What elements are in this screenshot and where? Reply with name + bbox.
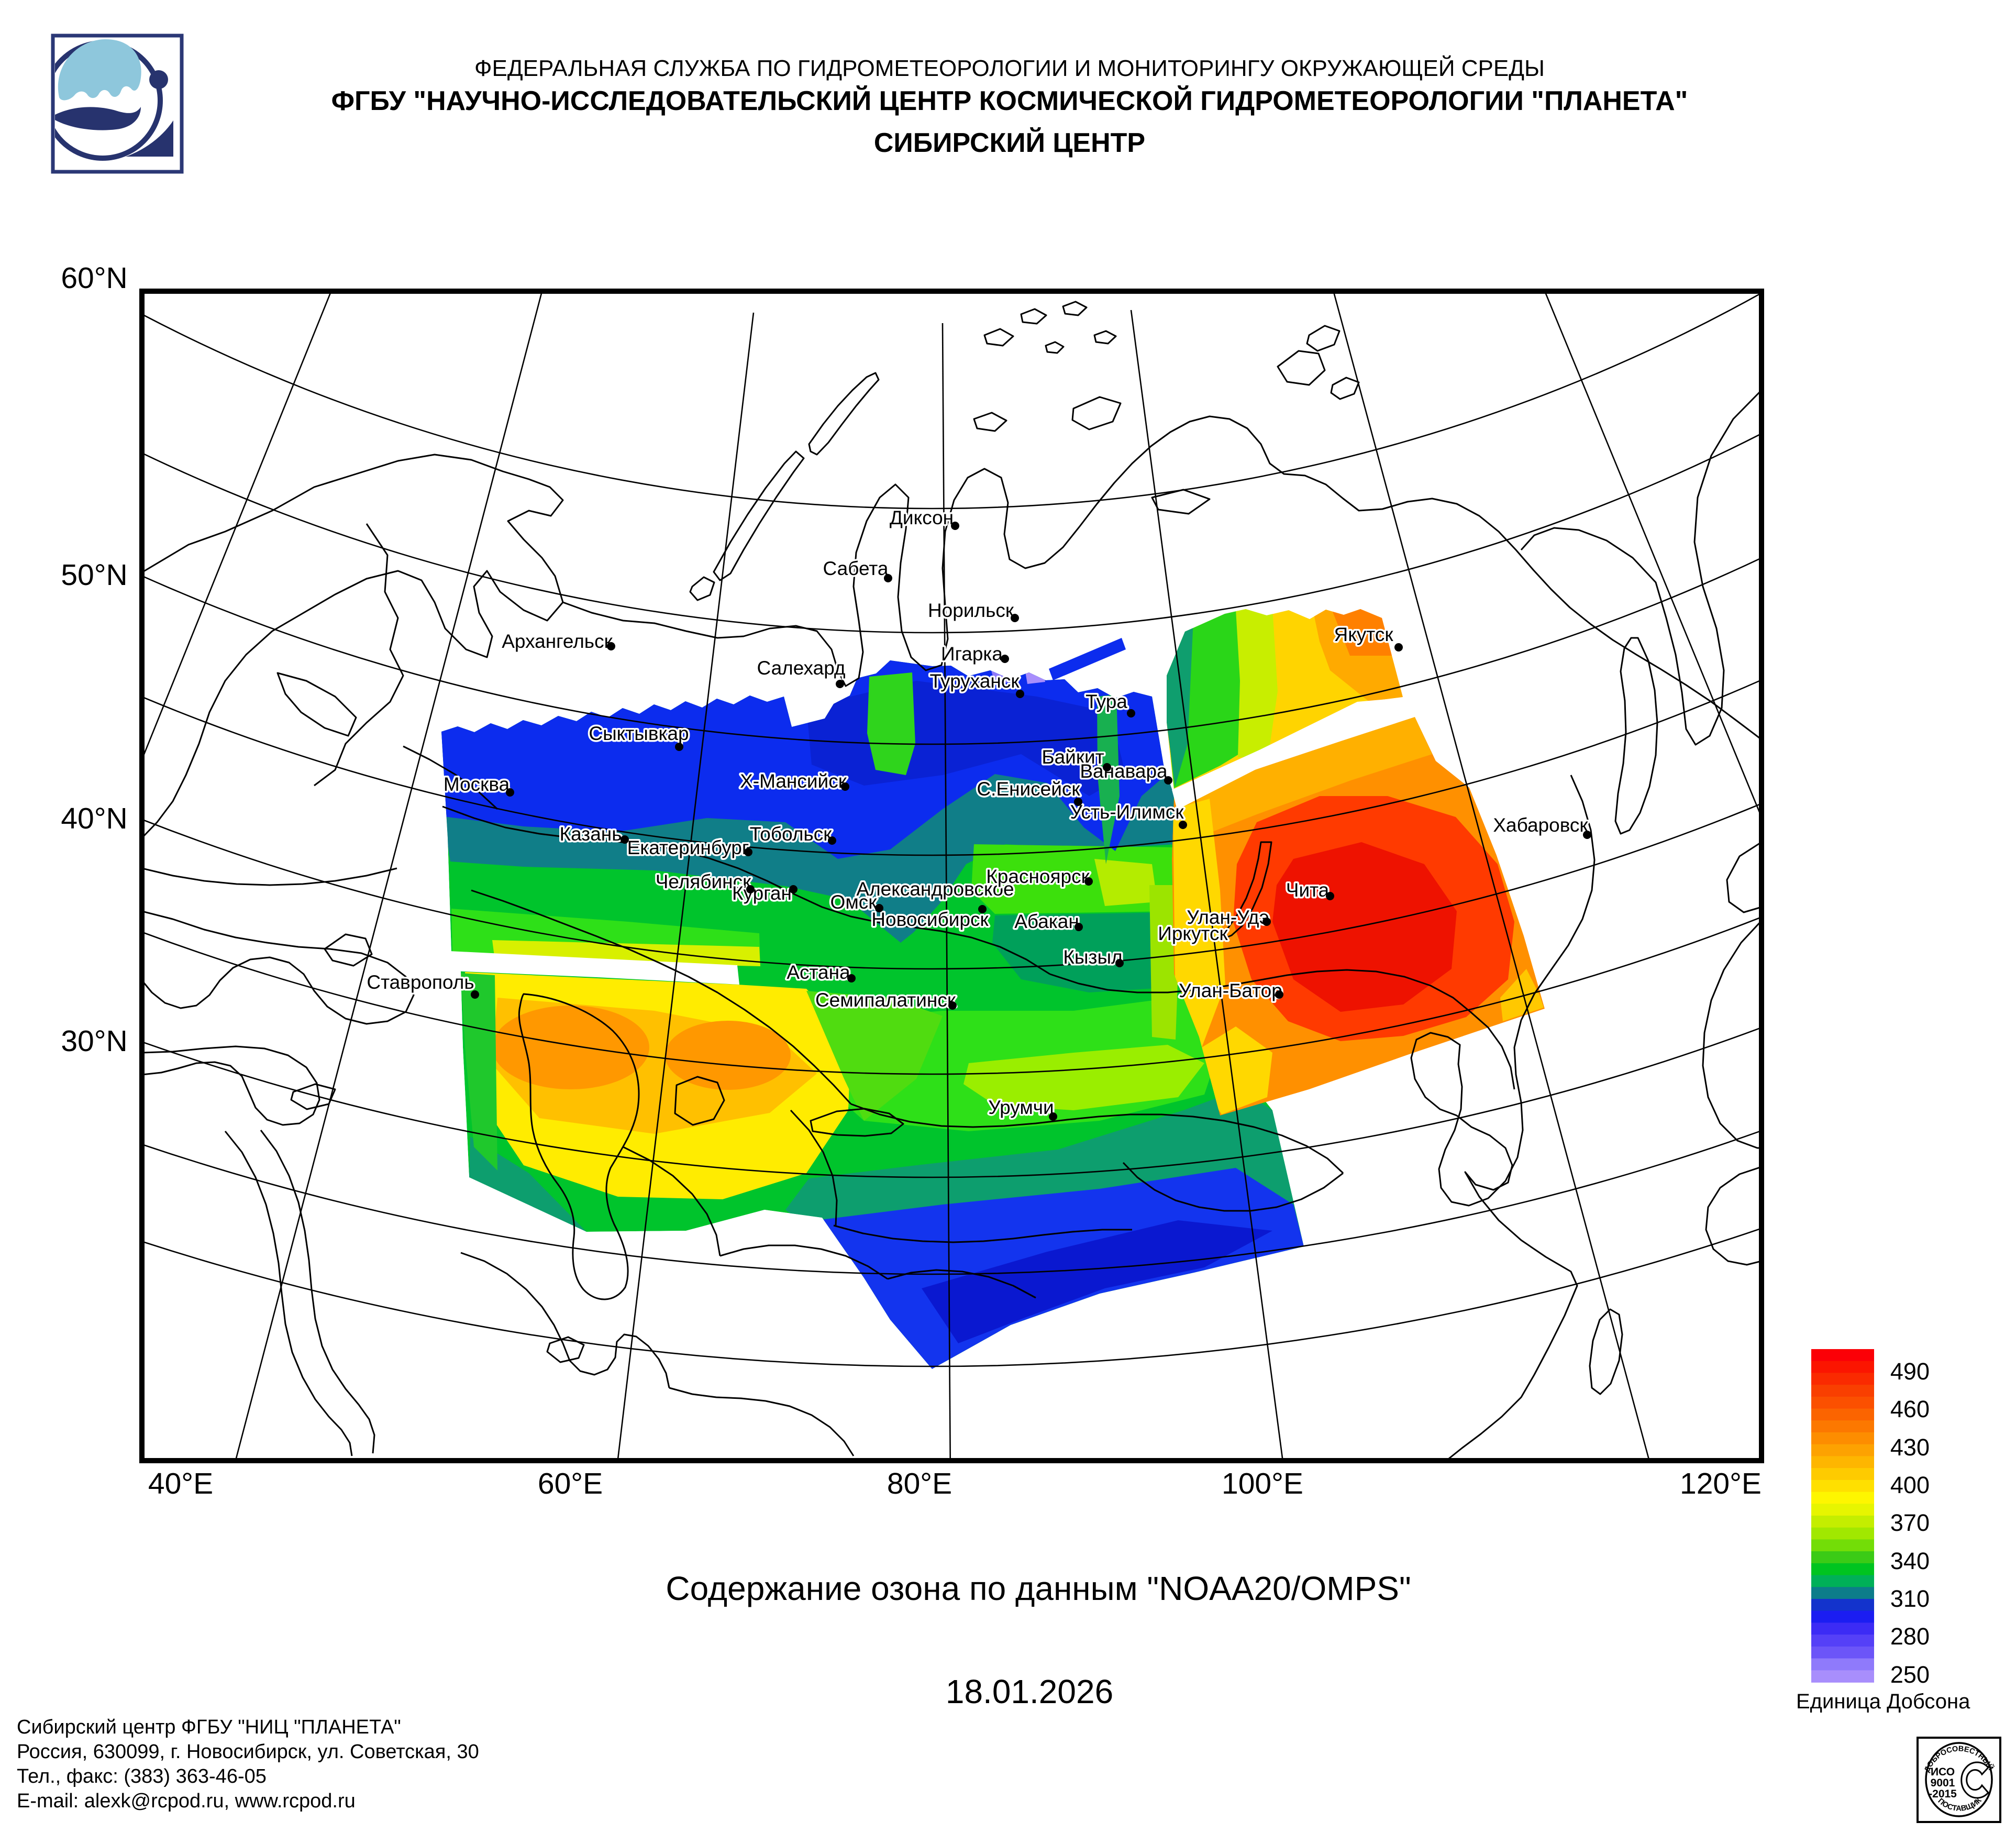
svg-text:Тел., факс: (383) 363-46-05: Тел., факс: (383) 363-46-05: [17, 1765, 267, 1787]
svg-text:Сабета: Сабета: [823, 558, 889, 579]
svg-text:Улан-Батор: Улан-Батор: [1179, 980, 1282, 1001]
svg-text:80°E: 80°E: [887, 1467, 952, 1500]
svg-text:60°N: 60°N: [61, 261, 127, 295]
svg-text:Омск: Омск: [830, 891, 878, 913]
svg-text:С.Енисейск: С.Енисейск: [977, 778, 1080, 800]
svg-text:Байкит: Байкит: [1042, 746, 1104, 768]
svg-text:Новосибирск: Новосибирск: [871, 909, 989, 930]
svg-text:250: 250: [1890, 1661, 1930, 1688]
svg-text:50°N: 50°N: [61, 558, 127, 592]
svg-text:Астана: Астана: [787, 962, 850, 983]
svg-text:Хабаровск: Хабаровск: [1493, 814, 1588, 836]
svg-text:Россия, 630099, г. Новосибирск: Россия, 630099, г. Новосибирск, ул. Сове…: [17, 1741, 479, 1763]
svg-text:Ставрополь: Ставрополь: [367, 971, 474, 993]
svg-text:60°E: 60°E: [538, 1467, 603, 1500]
svg-text:9001: 9001: [1931, 1777, 1955, 1789]
svg-text:ИСО: ИСО: [1931, 1766, 1955, 1778]
svg-text:Иркутск: Иркутск: [1158, 923, 1228, 944]
svg-text:Кызыл: Кызыл: [1063, 946, 1122, 968]
svg-text:E-mail: alexk@rcpod.ru, www.rc: E-mail: alexk@rcpod.ru, www.rcpod.ru: [17, 1790, 356, 1812]
svg-text:280: 280: [1890, 1623, 1930, 1650]
svg-text:Содержание озона по данным "NO: Содержание озона по данным "NOAA20/OMPS": [666, 1570, 1411, 1607]
svg-text:Семипалатинск: Семипалатинск: [815, 989, 956, 1011]
svg-text:Москва: Москва: [444, 774, 510, 795]
svg-text:Единица Добсона: Единица Добсона: [1796, 1690, 1970, 1713]
svg-text:400: 400: [1890, 1472, 1930, 1498]
svg-text:30°N: 30°N: [61, 1024, 127, 1058]
svg-text:Архангельск: Архангельск: [502, 631, 613, 652]
svg-text:340: 340: [1890, 1548, 1930, 1574]
svg-text:Диксон: Диксон: [890, 507, 954, 528]
svg-text:ФГБУ "НАУЧНО-ИССЛЕДОВАТЕЛЬСКИЙ: ФГБУ "НАУЧНО-ИССЛЕДОВАТЕЛЬСКИЙ ЦЕНТР КОС…: [331, 85, 1688, 116]
svg-text:-2015: -2015: [1929, 1788, 1957, 1800]
svg-text:Салехард: Салехард: [757, 657, 845, 679]
svg-text:Александровское: Александровское: [856, 878, 1014, 900]
svg-text:Сыктывкар: Сыктывкар: [589, 723, 689, 744]
svg-text:Усть-Илимск: Усть-Илимск: [1070, 801, 1184, 823]
svg-text:Чита: Чита: [1286, 879, 1330, 901]
svg-text:18.01.2026: 18.01.2026: [946, 1673, 1113, 1710]
svg-text:120°E: 120°E: [1680, 1467, 1762, 1500]
svg-text:СИБИРСКИЙ ЦЕНТР: СИБИРСКИЙ ЦЕНТР: [874, 127, 1145, 158]
svg-text:Челябинск: Челябинск: [656, 871, 751, 892]
svg-text:Норильск: Норильск: [928, 600, 1014, 621]
svg-text:430: 430: [1890, 1434, 1930, 1461]
svg-text:460: 460: [1890, 1396, 1930, 1422]
svg-text:Абакан: Абакан: [1014, 911, 1079, 932]
svg-text:Красноярск: Красноярск: [986, 866, 1090, 887]
svg-text:490: 490: [1890, 1358, 1930, 1385]
svg-text:310: 310: [1890, 1585, 1930, 1612]
svg-text:Курган: Курган: [732, 882, 792, 904]
svg-text:ФЕДЕРАЛЬНАЯ СЛУЖБА ПО ГИДРОМЕТ: ФЕДЕРАЛЬНАЯ СЛУЖБА ПО ГИДРОМЕТЕОРОЛОГИИ …: [474, 54, 1545, 81]
svg-text:Тура: Тура: [1085, 691, 1127, 712]
svg-text:Улан-Удэ: Улан-Удэ: [1187, 907, 1269, 928]
svg-text:Сибирский центр ФГБУ "НИЦ "ПЛА: Сибирский центр ФГБУ "НИЦ "ПЛАНЕТА": [17, 1716, 401, 1738]
svg-text:100°E: 100°E: [1222, 1467, 1303, 1500]
svg-text:Казань: Казань: [560, 823, 622, 845]
svg-text:40°N: 40°N: [61, 802, 127, 835]
svg-text:Ванавара: Ванавара: [1080, 760, 1168, 782]
svg-text:Х-Мансийск: Х-Мансийск: [740, 770, 847, 792]
svg-text:Якутск: Якутск: [1334, 624, 1393, 645]
svg-text:Екатеринбург: Екатеринбург: [627, 837, 749, 858]
svg-text:Игарка: Игарка: [941, 643, 1003, 665]
svg-text:370: 370: [1890, 1509, 1930, 1536]
svg-text:40°E: 40°E: [148, 1467, 213, 1500]
svg-text:Урумчи: Урумчи: [988, 1097, 1054, 1118]
svg-text:Тобольск: Тобольск: [750, 823, 833, 845]
svg-text:Туруханск: Туруханск: [929, 670, 1020, 692]
